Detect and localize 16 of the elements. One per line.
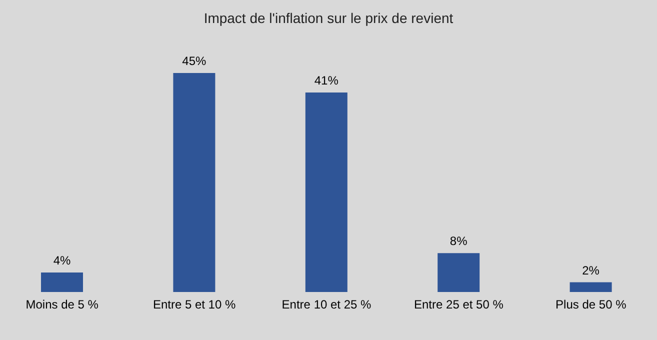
data-label: 8% — [450, 234, 468, 248]
data-label: 41% — [314, 73, 339, 88]
x-tick-label: Plus de 50 % — [556, 298, 627, 312]
data-label: 2% — [582, 263, 600, 278]
bar — [41, 272, 83, 292]
bar — [173, 73, 216, 292]
x-tick-label: Entre 10 et 25 % — [282, 298, 372, 312]
bar — [438, 253, 480, 292]
bar — [570, 282, 612, 292]
bar — [305, 92, 348, 292]
data-label: 4% — [53, 254, 71, 268]
data-label: 45% — [182, 54, 207, 68]
x-tick-label: Entre 25 et 50 % — [414, 298, 504, 312]
x-tick-label: Entre 5 et 10 % — [152, 298, 236, 312]
x-tick-label: Moins de 5 % — [26, 298, 99, 312]
chart-title: Impact de l'inflation sur le prix de revient — [202, 10, 454, 26]
